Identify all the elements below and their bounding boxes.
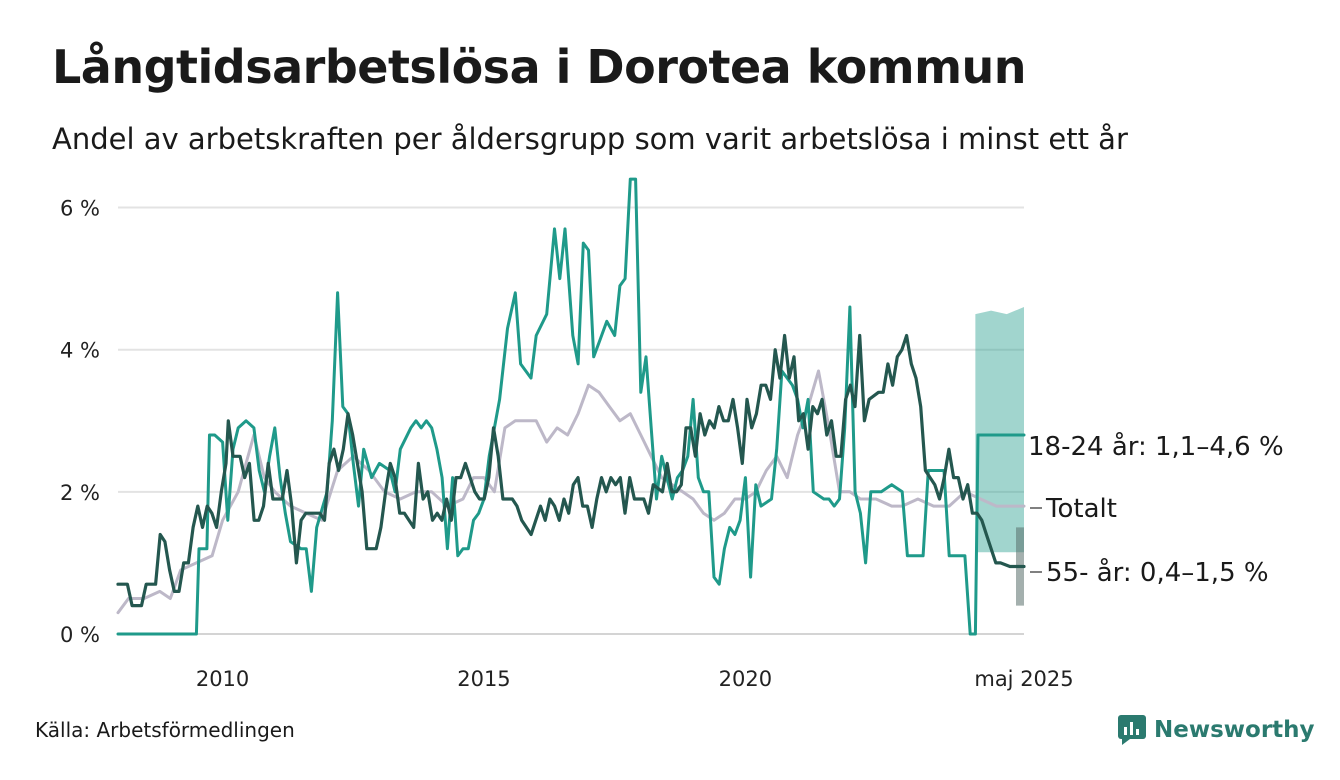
y-tick-label: 0 % [60,623,100,647]
label-totalt: Totalt [1045,494,1117,524]
brand-logo[interactable]: Newsworthy [1118,712,1315,748]
series-18-24-line [116,177,1026,636]
label-18-24: 18-24 år: 1,1–4,6 % [1028,431,1284,462]
chart-bubble-icon [1118,715,1146,745]
chart-title: Långtidsarbetslösa i Dorotea kommun [52,40,1027,94]
source-note: Källa: Arbetsförmedlingen [35,718,295,742]
x-tick-label: maj 2025 [974,667,1073,691]
y-tick-label: 2 % [60,481,100,505]
x-tick-label: 2010 [196,667,249,691]
brand-name: Newsworthy [1154,717,1315,743]
y-tick-label: 4 % [60,339,100,363]
series-totalt-line [116,369,1026,615]
chart-subtitle: Andel av arbetskraften per åldersgrupp s… [52,122,1128,156]
series-55-line [116,333,1026,608]
x-tick-label: 2020 [719,667,772,691]
band-18-24 [975,307,1024,553]
label-55: 55- år: 0,4–1,5 % [1046,557,1269,588]
x-tick-label: 2015 [457,667,510,691]
y-tick-label: 6 % [60,197,100,221]
